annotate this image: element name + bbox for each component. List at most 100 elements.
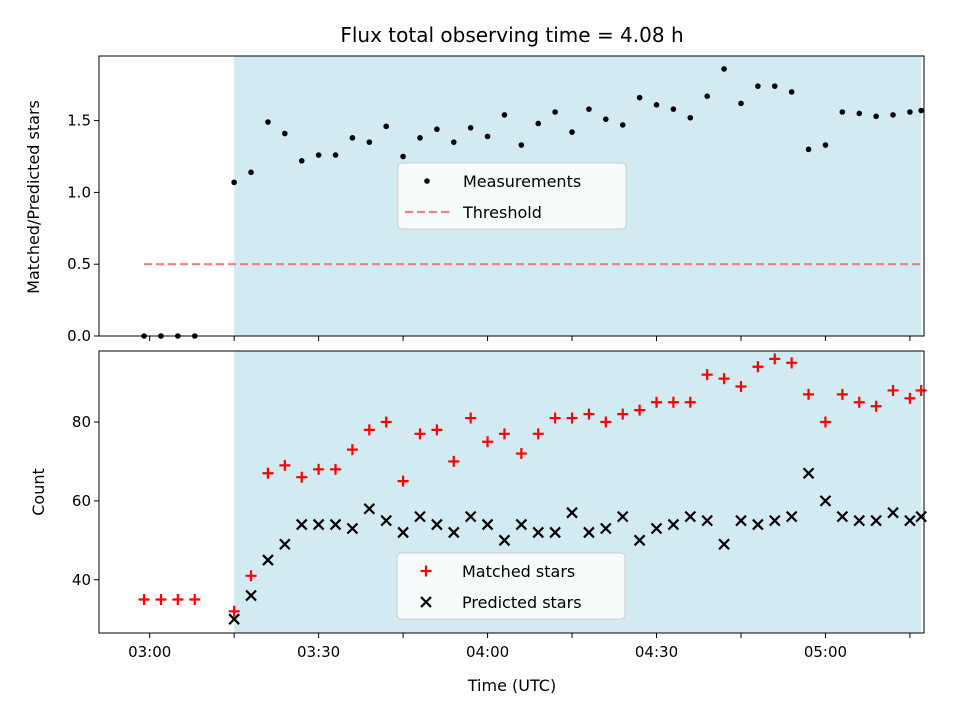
x-tick-label: 04:00: [466, 643, 509, 661]
matched-star-point: [853, 396, 865, 408]
legend-box: [396, 552, 626, 620]
matched-star-point: [313, 463, 325, 475]
measurement-point: [349, 135, 356, 141]
matched-star-point: [735, 380, 747, 392]
y-tick-label: 60: [72, 492, 91, 510]
legend-marker: [420, 596, 432, 608]
measurement-point: [450, 139, 457, 145]
measurement-point: [383, 123, 390, 130]
predicted-star-point: [431, 518, 443, 531]
predicted-star-point: [752, 518, 764, 531]
matched-star-point: [279, 459, 291, 471]
bottom-panel: 40 60 80 03:00 03:30 04:00 04:30 05:00 Matched s…: [72, 350, 927, 661]
matched-star-point: [769, 353, 781, 365]
y-tick-label: 80: [72, 413, 91, 431]
legend: Measurements Threshold: [397, 162, 627, 230]
matched-star-point: [189, 593, 201, 605]
y-tick-label: 40: [72, 571, 91, 589]
measurement-point: [332, 152, 339, 158]
matched-star-point: [262, 467, 274, 479]
predicted-star-point: [481, 518, 494, 531]
predicted-star-point: [701, 514, 713, 527]
predicted-star-point: [785, 510, 798, 523]
x-axis-label: Time (UTC): [467, 676, 556, 695]
measurement-point: [518, 142, 525, 148]
matched-star-point: [380, 416, 392, 428]
measurement-point: [839, 109, 846, 115]
predicted-star-point: [684, 510, 697, 523]
legend-marker: [424, 178, 430, 184]
predicted-star-point: [616, 510, 629, 523]
measurement-point: [298, 158, 305, 164]
series-matched-stars: [138, 353, 927, 617]
predicted-star-point: [667, 518, 680, 531]
measurement-point: [501, 112, 508, 118]
matched-star-point: [819, 416, 831, 428]
matched-star-point: [718, 373, 730, 385]
measurement-point: [687, 114, 694, 121]
predicted-star-point: [600, 522, 612, 535]
measurement-point: [434, 126, 440, 133]
measurement-point: [231, 179, 237, 186]
predicted-star-point: [583, 526, 595, 539]
predicted-star-point: [245, 589, 257, 602]
matched-star-point: [684, 396, 696, 408]
measurement-point: [873, 113, 879, 120]
matched-star-point: [803, 388, 815, 400]
predicted-star-point: [464, 510, 477, 523]
matched-star-point: [330, 463, 342, 475]
legend-label: Matched stars: [462, 562, 575, 581]
measurement-point: [755, 83, 761, 89]
x-tick-label: 03:00: [128, 643, 171, 661]
plot-frame: [98, 350, 925, 634]
measurement-point: [315, 152, 322, 158]
matched-star-point: [870, 400, 882, 412]
measurement-point: [805, 146, 812, 153]
matched-star-point: [667, 396, 679, 408]
measurement-point: [265, 119, 271, 125]
matched-star-point: [701, 369, 713, 381]
measurement-point: [366, 139, 373, 145]
measurement-point: [856, 110, 863, 117]
predicted-star-point: [650, 522, 663, 535]
x-tick-label: 05:00: [804, 643, 847, 661]
measurement-point: [653, 102, 660, 108]
measurement-point: [569, 129, 575, 135]
matched-star-point: [532, 428, 544, 440]
legend-marker: [420, 565, 432, 577]
matched-star-point: [634, 404, 646, 416]
top-panel: 0.0 0.5 1.0 1.5 Measurements Threshold: [67, 55, 925, 345]
predicted-star-point: [414, 510, 426, 523]
predicted-star-point: [448, 526, 460, 539]
measurement-point: [890, 112, 896, 118]
matched-star-point: [448, 455, 460, 467]
legend-label: Threshold: [462, 203, 542, 222]
matched-star-point: [346, 444, 358, 456]
bottom-y-axis-label: Count: [29, 468, 48, 516]
measurement-point: [704, 93, 710, 100]
predicted-star-point: [380, 514, 392, 527]
measurement-point: [670, 106, 677, 112]
predicted-star-point: [735, 514, 747, 527]
series-predicted-stars: [228, 467, 927, 625]
predicted-star-point: [549, 526, 561, 539]
predicted-star-point: [819, 495, 832, 507]
matched-star-point: [651, 396, 663, 408]
matched-star-point: [549, 412, 561, 424]
measurement-point: [535, 120, 542, 127]
matched-star-point: [836, 388, 848, 400]
measurement-point: [248, 169, 254, 176]
matched-star-point: [296, 471, 308, 483]
y-tick-label: 1.0: [67, 183, 91, 201]
predicted-star-point: [279, 538, 291, 551]
x-tick-label: 04:30: [635, 643, 678, 661]
predicted-star-point: [312, 518, 325, 531]
measurement-point: [822, 142, 829, 148]
matched-star-point: [786, 357, 798, 369]
matched-star-point: [431, 424, 443, 436]
x-tick-label: 03:30: [297, 643, 340, 661]
matched-star-point: [887, 384, 899, 396]
legend-label: Measurements: [463, 172, 581, 191]
measurement-point: [282, 130, 288, 137]
predicted-star-point: [262, 554, 274, 566]
